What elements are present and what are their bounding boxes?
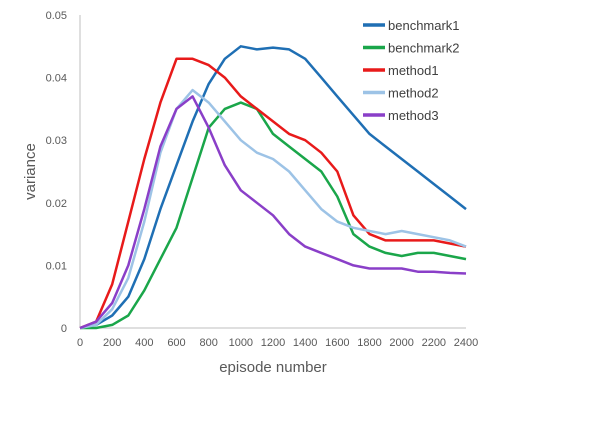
y-tick-label: 0.01 [46, 260, 67, 272]
x-tick-label: 1800 [357, 337, 381, 349]
x-tick-label: 2000 [389, 337, 413, 349]
legend-label-benchmark1: benchmark1 [388, 18, 460, 33]
x-tick-label: 2200 [422, 337, 446, 349]
series-line-method2 [79, 88, 467, 330]
series-line-benchmark2 [80, 101, 467, 330]
x-tick-label: 2400 [454, 337, 478, 349]
series-line-method3 [79, 95, 467, 330]
legend-label-method2: method2 [388, 86, 439, 101]
axes [79, 15, 466, 329]
x-tick-label: 1600 [325, 337, 349, 349]
x-tick-labels: 0 200 400 600 800 1000 1200 1400 1600 1800 2000 220… [77, 337, 478, 349]
x-tick-label: 1000 [229, 337, 253, 349]
legend: benchmark1 benchmark2 method1 method2 method… [363, 18, 460, 123]
x-tick-label: 1200 [261, 337, 285, 349]
y-tick-labels: 0 0.01 0.02 0.03 0.04 0.05 [46, 10, 67, 335]
legend-label-benchmark2: benchmark2 [388, 41, 460, 56]
x-tick-label: 200 [103, 337, 121, 349]
x-axis-title: episode number [219, 359, 327, 376]
x-tick-label: 600 [167, 337, 185, 349]
x-tick-label: 800 [199, 337, 217, 349]
legend-label-method3: method3 [388, 108, 439, 123]
y-tick-label: 0.03 [46, 135, 67, 147]
y-tick-label: 0.02 [46, 198, 67, 210]
y-axis-title: variance [22, 143, 39, 200]
y-tick-label: 0.04 [46, 73, 67, 85]
series-lines [79, 45, 467, 330]
legend-label-method1: method1 [388, 63, 439, 78]
x-tick-label: 400 [135, 337, 153, 349]
y-tick-label: 0 [61, 323, 67, 335]
series-line-method1 [79, 57, 467, 330]
x-tick-label: 0 [77, 337, 83, 349]
series-line-benchmark1 [79, 45, 467, 330]
x-tick-label: 1400 [293, 337, 317, 349]
y-tick-label: 0.05 [46, 10, 67, 22]
